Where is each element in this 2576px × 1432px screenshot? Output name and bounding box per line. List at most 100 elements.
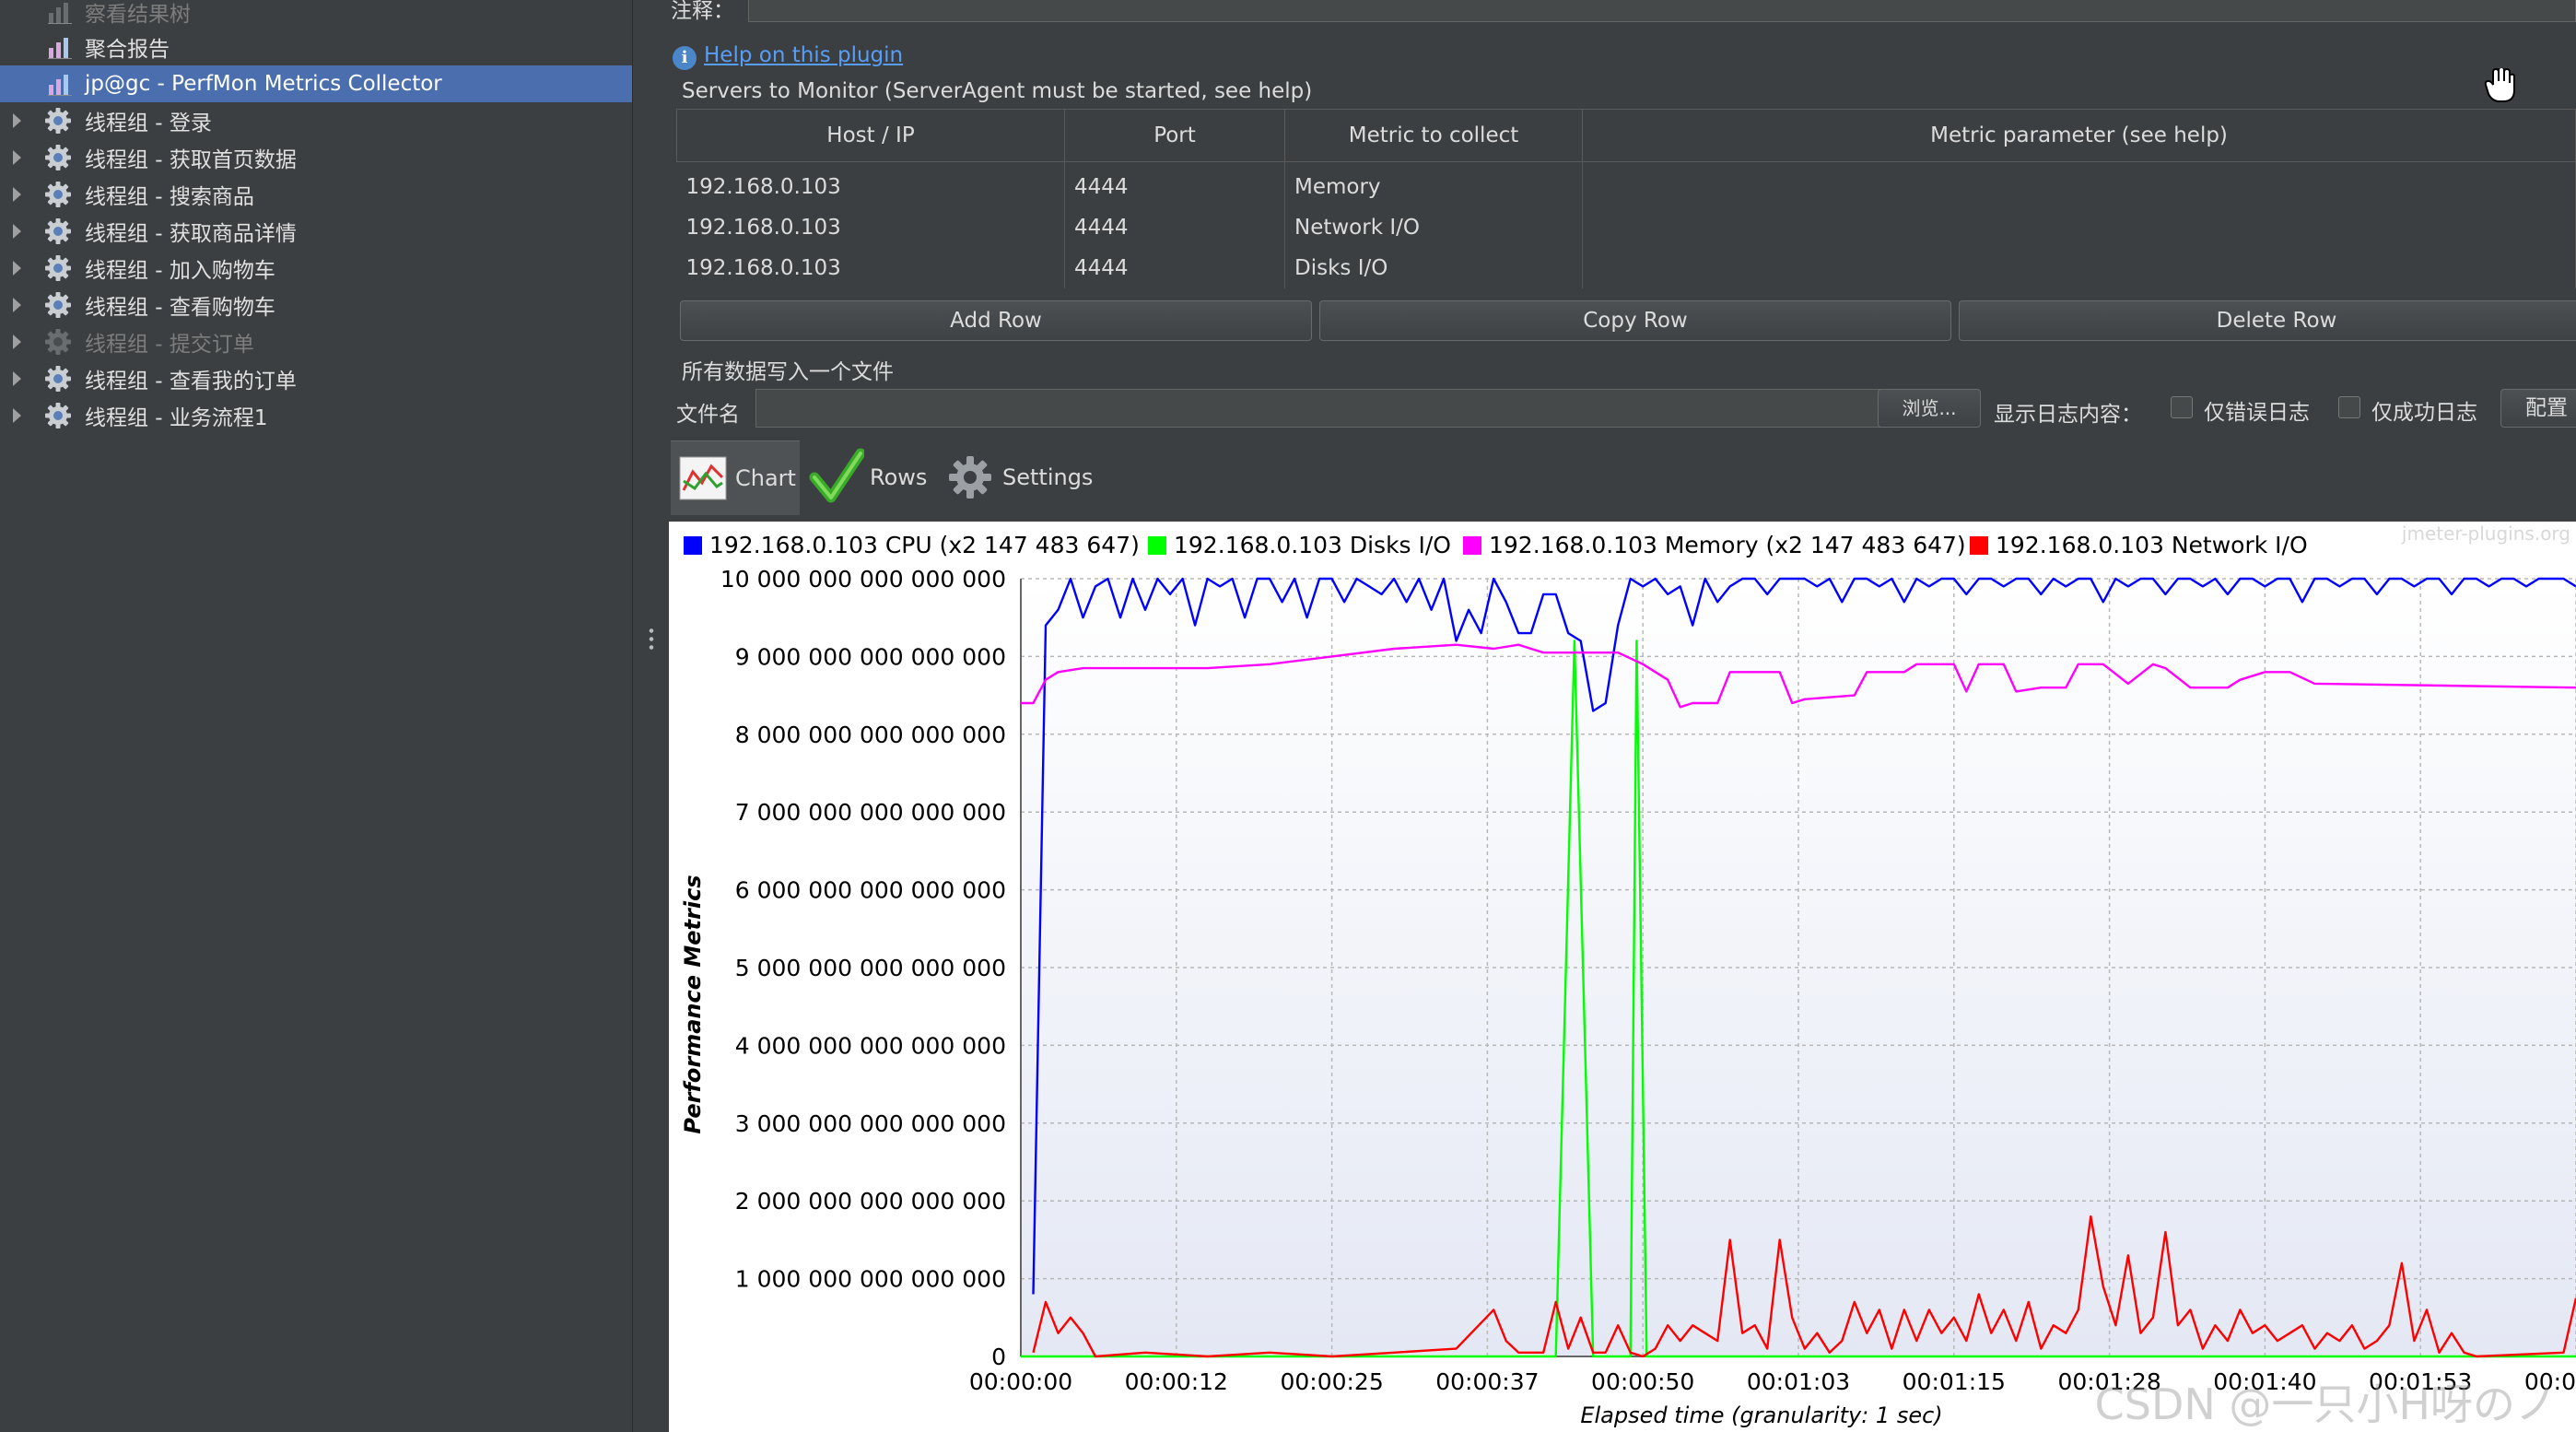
cell-port[interactable]: 4444: [1064, 161, 1285, 207]
x-tick-label: 00:01:15: [1903, 1368, 2006, 1395]
expand-arrow-icon[interactable]: [13, 224, 21, 239]
table-row[interactable]: 192.168.0.103 4444 Disks I/O: [676, 248, 2576, 288]
tree-item[interactable]: 线程组 - 提交订单: [0, 323, 632, 360]
y-axis-title: Performance Metrics: [680, 874, 706, 1133]
x-tick-label: 00:00:37: [1435, 1368, 1539, 1395]
x-tick-label: 00:00:12: [1125, 1368, 1228, 1395]
splitter-grip[interactable]: [649, 627, 654, 651]
x-tick-label: 00:01:40: [2213, 1368, 2316, 1395]
gear-icon: [45, 182, 71, 207]
series-line: [1032, 577, 2576, 1295]
cell-port[interactable]: 4444: [1064, 248, 1285, 288]
checkmark-icon: [809, 448, 864, 503]
column-header-port[interactable]: Port: [1064, 109, 1285, 162]
comment-field[interactable]: [748, 0, 2576, 22]
gear-icon: [45, 255, 71, 281]
tree-item-label: 线程组 - 提交订单: [85, 333, 254, 357]
table-row[interactable]: 192.168.0.103 4444 Memory: [676, 161, 2576, 207]
tree-item[interactable]: 线程组 - 获取商品详情: [0, 213, 632, 250]
expand-arrow-icon[interactable]: [13, 408, 21, 423]
tree-item[interactable]: jp@gc - PerfMon Metrics Collector: [0, 65, 632, 102]
table-row[interactable]: 192.168.0.103 4444 Network I/O: [676, 207, 2576, 248]
expand-arrow-icon[interactable]: [13, 261, 21, 276]
tree-item-label: 线程组 - 业务流程1: [85, 406, 268, 430]
cell-param[interactable]: [1582, 248, 2576, 288]
x-tick-label: 00:01:53: [2369, 1368, 2472, 1395]
chart-watermark: jmeter-plugins.org: [2401, 522, 2570, 545]
expand-arrow-icon[interactable]: [13, 150, 21, 165]
filename-input[interactable]: [755, 389, 1944, 428]
gear-icon: [45, 145, 71, 170]
tree-item[interactable]: 线程组 - 业务流程1: [0, 397, 632, 434]
gear-icon: [45, 218, 71, 244]
y-tick-label: 2 000 000 000 000 000: [735, 1188, 1006, 1215]
csdn-watermark: CSDN @一只小H呀のノ: [2095, 1379, 2558, 1429]
success-only-label: 仅成功日志: [2371, 401, 2477, 425]
chart-icon: [679, 456, 727, 500]
chart-icon: [48, 38, 72, 59]
legend-entry: 192.168.0.103 CPU (x2 147 483 647): [709, 532, 1140, 558]
tree-item[interactable]: 线程组 - 搜索商品: [0, 176, 632, 213]
copy-row-button[interactable]: Copy Row: [1319, 300, 1951, 341]
chart-icon: [48, 75, 72, 96]
help-link[interactable]: Help on this plugin: [704, 43, 904, 67]
tree-item-label: 线程组 - 登录: [85, 112, 212, 135]
tree-item[interactable]: 察看结果树: [0, 0, 632, 30]
tree-item[interactable]: 线程组 - 查看购物车: [0, 287, 632, 323]
expand-arrow-icon[interactable]: [13, 298, 21, 312]
expand-arrow-icon[interactable]: [13, 335, 21, 349]
y-tick-label: 9 000 000 000 000 000: [735, 643, 1006, 670]
tree-item[interactable]: 线程组 - 查看我的订单: [0, 360, 632, 397]
tree-item[interactable]: 聚合报告: [0, 29, 632, 65]
y-tick-label: 8 000 000 000 000 000: [735, 722, 1006, 748]
tree-item-label: 聚合报告: [85, 38, 170, 62]
legend-swatch: [1463, 536, 1481, 555]
delete-row-button[interactable]: Delete Row: [1959, 300, 2576, 341]
servers-section-title: Servers to Monitor (ServerAgent must be …: [682, 79, 1313, 103]
tab-rows-label: Rows: [870, 464, 928, 490]
tab-settings[interactable]: Settings: [947, 440, 1104, 514]
expand-arrow-icon[interactable]: [13, 113, 21, 128]
cell-metric[interactable]: Network I/O: [1284, 207, 1583, 248]
y-tick-label: 7 000 000 000 000 000: [735, 799, 1006, 826]
legend-swatch: [1148, 536, 1166, 555]
gear-icon: [45, 108, 71, 134]
tree-item[interactable]: 线程组 - 加入购物车: [0, 250, 632, 287]
cell-host[interactable]: 192.168.0.103: [676, 248, 1065, 288]
cell-metric[interactable]: Disks I/O: [1284, 248, 1583, 288]
browse-button[interactable]: 浏览...: [1878, 389, 1981, 428]
add-row-button[interactable]: Add Row: [680, 300, 1312, 341]
series-line: [1032, 1215, 2576, 1358]
expand-arrow-icon[interactable]: [13, 187, 21, 202]
errors-only-checkbox[interactable]: [2171, 396, 2193, 418]
panel-splitter[interactable]: [632, 0, 672, 1432]
cell-host[interactable]: 192.168.0.103: [676, 161, 1065, 207]
x-tick-label: 00:01:03: [1747, 1368, 1850, 1395]
cell-metric[interactable]: Memory: [1284, 161, 1583, 207]
tab-rows[interactable]: Rows: [809, 440, 938, 514]
cell-host[interactable]: 192.168.0.103: [676, 207, 1065, 248]
y-tick-label: 1 000 000 000 000 000: [735, 1266, 1006, 1293]
success-only-checkbox[interactable]: [2338, 396, 2360, 418]
column-header-host[interactable]: Host / IP: [676, 109, 1065, 162]
legend-entry: 192.168.0.103 Memory (x2 147 483 647): [1489, 532, 1966, 558]
tab-chart[interactable]: Chart: [671, 440, 800, 515]
x-axis-title: Elapsed time (granularity: 1 sec): [1580, 1403, 1942, 1428]
gear-icon: [45, 403, 71, 428]
gear-icon: [45, 366, 71, 392]
configure-button[interactable]: 配置: [2500, 389, 2576, 428]
tree-item-label: 线程组 - 查看我的订单: [85, 370, 297, 393]
expand-arrow-icon[interactable]: [13, 371, 21, 386]
y-tick-label: 6 000 000 000 000 000: [735, 877, 1006, 904]
column-header-parameter[interactable]: Metric parameter (see help): [1582, 109, 2576, 162]
column-header-metric[interactable]: Metric to collect: [1284, 109, 1583, 162]
tree-item[interactable]: 线程组 - 获取首页数据: [0, 139, 632, 176]
cell-port[interactable]: 4444: [1064, 207, 1285, 248]
legend-swatch: [684, 536, 702, 555]
tab-settings-label: Settings: [1002, 464, 1094, 490]
cell-param[interactable]: [1582, 207, 2576, 248]
cell-param[interactable]: [1582, 161, 2576, 207]
tree-item-label: 察看结果树: [85, 3, 191, 27]
servers-table: Host / IP Port Metric to collect Metric …: [676, 109, 2576, 288]
tree-item[interactable]: 线程组 - 登录: [0, 102, 632, 139]
